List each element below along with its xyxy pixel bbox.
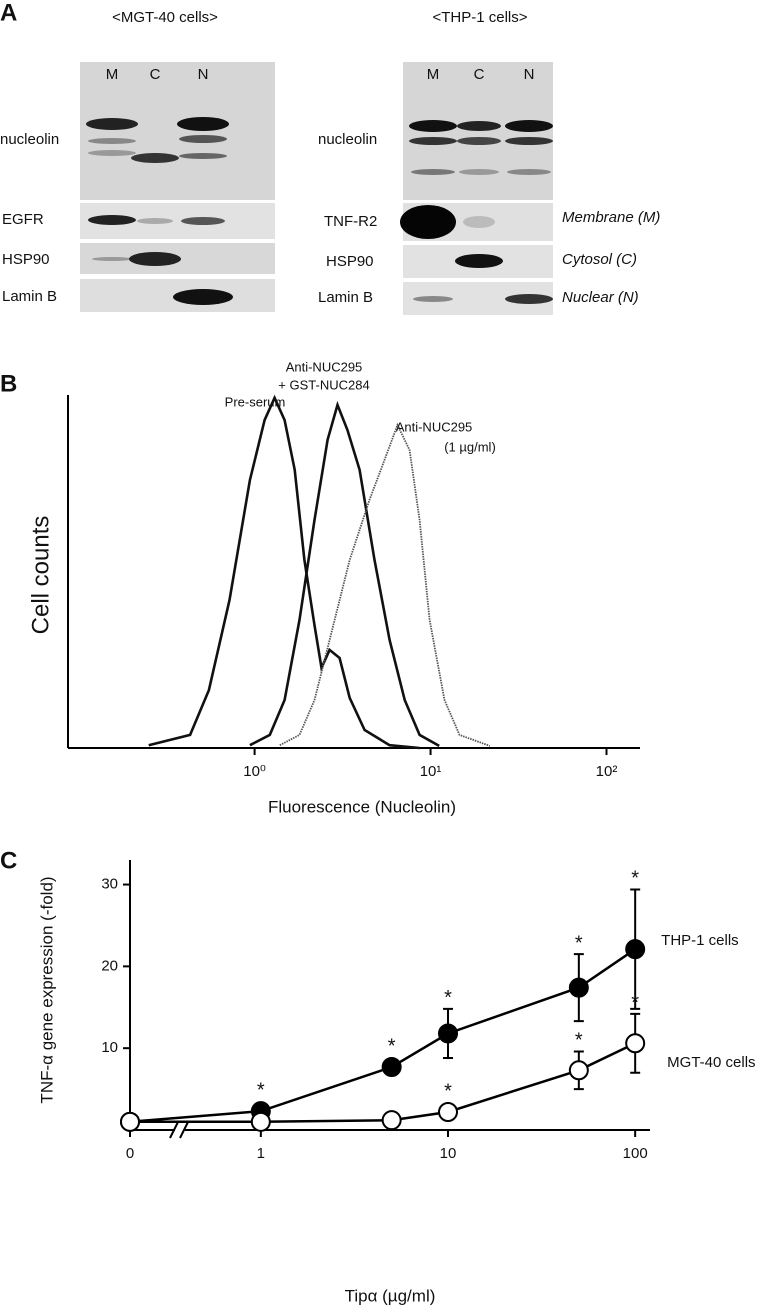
data-point bbox=[438, 1102, 459, 1122]
lane-label: C bbox=[150, 66, 161, 83]
lane-label: N bbox=[524, 66, 535, 83]
blot-left bbox=[80, 62, 275, 312]
significance-star: * bbox=[444, 987, 452, 1009]
annotation: + GST-NUC284 bbox=[278, 377, 369, 392]
panel-label: A bbox=[0, 0, 17, 26]
row-label: nucleolin bbox=[0, 131, 59, 148]
y-tick-label: 10 bbox=[101, 1039, 118, 1056]
axis-break bbox=[169, 1121, 189, 1139]
lane-label: M bbox=[427, 66, 440, 83]
significance-star: * bbox=[631, 992, 639, 1014]
x-tick-label: 10⁰ bbox=[243, 763, 266, 780]
x-axis-label: Fluorescence (Nucleolin) bbox=[268, 797, 456, 816]
row-label: HSP90 bbox=[326, 253, 374, 270]
panel-label: B bbox=[0, 370, 17, 397]
row-label: Lamin B bbox=[2, 288, 57, 305]
x-axis-label: Tipα (µg/ml) bbox=[345, 1286, 436, 1305]
series-line bbox=[129, 948, 636, 1124]
panel-label: C bbox=[0, 847, 17, 874]
significance-star: * bbox=[444, 1080, 452, 1102]
annotation: (1 µg/ml) bbox=[444, 439, 496, 454]
blot-right bbox=[400, 62, 553, 315]
x-tick-label: 100 bbox=[623, 1145, 648, 1162]
significance-star: * bbox=[575, 1030, 583, 1052]
data-point bbox=[625, 1033, 646, 1054]
annotation: Anti-NUC295 bbox=[396, 419, 473, 434]
x-tick-label: 10 bbox=[440, 1145, 457, 1162]
x-tick-label: 0 bbox=[126, 1145, 134, 1162]
y-tick-label: 30 bbox=[101, 876, 118, 893]
data-point bbox=[381, 1110, 402, 1131]
lane-label: C bbox=[474, 66, 485, 83]
lane-label: M bbox=[106, 66, 119, 83]
y-axis-label: Cell counts bbox=[27, 516, 54, 635]
series-label: THP-1 cells bbox=[661, 932, 739, 949]
series-label: MGT-40 cells bbox=[667, 1054, 755, 1071]
x-tick-label: 10² bbox=[596, 763, 618, 780]
data-point bbox=[250, 1111, 271, 1132]
significance-star: * bbox=[257, 1079, 265, 1101]
x-tick-label: 1 bbox=[257, 1145, 265, 1162]
y-axis-label: TNF-α gene expression (-fold) bbox=[37, 876, 56, 1103]
data-point bbox=[568, 1060, 589, 1081]
x-tick-label: 10¹ bbox=[420, 763, 442, 780]
series-line bbox=[148, 394, 420, 750]
row-label: EGFR bbox=[2, 211, 44, 228]
fraction-label: Membrane (M) bbox=[562, 209, 660, 226]
significance-star: * bbox=[388, 1035, 396, 1057]
blot-title: <THP-1 cells> bbox=[432, 9, 527, 26]
data-point bbox=[625, 939, 646, 960]
significance-star: * bbox=[631, 868, 639, 890]
row-label: TNF-R2 bbox=[324, 213, 377, 230]
annotation: Anti-NUC295 bbox=[286, 359, 363, 374]
series-line bbox=[279, 422, 491, 747]
data-point bbox=[120, 1111, 140, 1132]
series-line bbox=[130, 1042, 636, 1124]
blot-title: <MGT-40 cells> bbox=[112, 9, 218, 26]
fraction-label: Cytosol (C) bbox=[562, 251, 637, 268]
significance-star: * bbox=[575, 932, 583, 954]
row-label: nucleolin bbox=[318, 131, 377, 148]
series-line bbox=[249, 400, 440, 748]
data-point bbox=[568, 977, 589, 998]
row-label: HSP90 bbox=[2, 251, 50, 268]
data-point bbox=[438, 1023, 459, 1044]
y-tick-label: 20 bbox=[101, 957, 118, 974]
lane-label: N bbox=[198, 66, 209, 83]
data-point bbox=[381, 1057, 402, 1077]
fraction-label: Nuclear (N) bbox=[562, 289, 639, 306]
row-label: Lamin B bbox=[318, 289, 373, 306]
